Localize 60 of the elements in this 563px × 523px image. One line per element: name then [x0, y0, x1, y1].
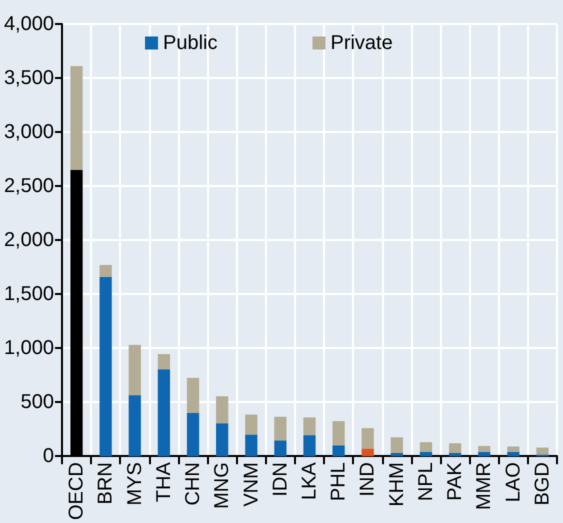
x-tick-label: LKA	[298, 462, 320, 500]
bar	[478, 452, 490, 456]
bar	[128, 344, 141, 396]
y-tick-label: 4,000	[4, 13, 54, 35]
bar	[448, 452, 462, 456]
x-tick-label: MYS	[124, 462, 146, 506]
x-tick-label: MMR	[473, 462, 496, 510]
x-tick-label: BRN	[94, 462, 117, 504]
x-tick-label: NPL	[414, 462, 437, 502]
bar	[390, 452, 403, 456]
x-tick-label: KHM	[386, 462, 408, 507]
bar	[186, 412, 200, 456]
x-tick-label: PHL	[328, 462, 350, 502]
x-tick-label: IDN	[269, 462, 292, 497]
bar	[507, 446, 520, 452]
bar	[245, 434, 258, 456]
bar	[216, 396, 228, 424]
bar	[158, 369, 170, 456]
bar	[100, 276, 112, 456]
bar	[70, 66, 83, 170]
x-tick-label: VNM	[240, 462, 262, 507]
bar	[478, 446, 490, 452]
y-tick-label: 3,000	[4, 121, 54, 144]
legend-label: Public	[163, 32, 218, 54]
y-tick-label: 2,000	[4, 229, 54, 252]
y-tick-label: 1,500	[4, 283, 54, 306]
bar	[186, 378, 200, 413]
bar	[303, 417, 316, 436]
bar	[100, 264, 112, 277]
x-tick-label: MNG	[211, 462, 234, 509]
x-tick-label: PAK	[444, 462, 466, 501]
bar	[216, 423, 228, 456]
x-tick-label: CHN	[182, 462, 204, 506]
bar	[420, 442, 432, 452]
bar	[128, 395, 141, 456]
legend-label: Private	[330, 32, 393, 54]
bar	[332, 421, 345, 446]
y-tick-label: 500	[20, 391, 54, 414]
bar	[274, 416, 286, 441]
y-tick-label: 0	[42, 445, 54, 468]
y-tick-label: 1,000	[4, 337, 54, 360]
bar	[362, 428, 374, 449]
bar	[536, 448, 549, 455]
y-tick-label: 3,500	[4, 67, 54, 90]
bar	[420, 452, 432, 456]
x-tick-label: BGD	[531, 462, 554, 506]
x-tick-label: THA	[152, 462, 175, 502]
x-tick-label: LAO	[502, 462, 524, 502]
x-tick-label: OECD	[66, 462, 88, 520]
bar	[274, 440, 286, 456]
bar	[158, 354, 170, 370]
y-tick-label: 2,500	[4, 175, 54, 198]
bar	[390, 437, 403, 453]
bar	[507, 452, 520, 456]
bar	[448, 443, 462, 453]
bar	[303, 435, 316, 456]
bar	[332, 445, 345, 456]
bar	[362, 448, 374, 456]
bar	[245, 414, 258, 435]
x-tick-label: IND	[356, 462, 379, 497]
